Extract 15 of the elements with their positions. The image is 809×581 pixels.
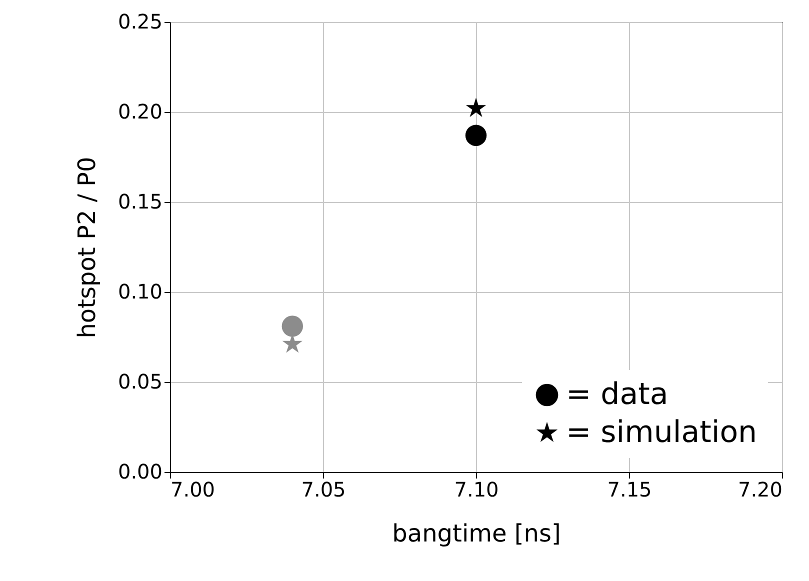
y-axis-title: hotspot P2 / P0	[72, 156, 101, 338]
y-tick-label: 0.20	[118, 100, 162, 124]
y-tick-label: 0.15	[118, 190, 162, 214]
x-axis-title: bangtime [ns]	[392, 520, 561, 548]
x-tick-label: 7.05	[301, 478, 346, 502]
y-tick-label: 0.25	[118, 10, 162, 34]
y-tick-label: 0.10	[118, 280, 162, 304]
legend-label: = data	[566, 377, 668, 412]
x-tick-label: 7.15	[607, 478, 652, 502]
legend-label: = simulation	[566, 415, 758, 450]
x-tick-label: 7.10	[454, 478, 499, 502]
x-tick-label: 7.20	[738, 478, 782, 502]
x-tick-label: 7.00	[170, 478, 216, 502]
y-tick-label: 0.05	[118, 370, 162, 394]
y-tick-label: 0.00	[118, 460, 162, 484]
